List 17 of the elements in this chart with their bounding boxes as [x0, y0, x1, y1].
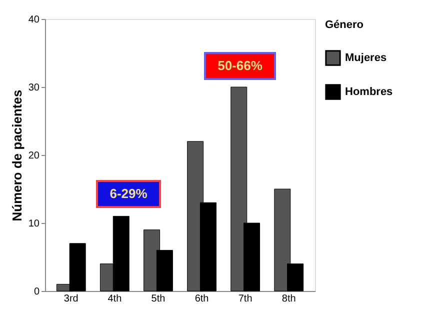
legend-title: Género [325, 19, 364, 31]
legend-label: Hombres [345, 86, 393, 98]
y-tick-label: 0 [34, 286, 40, 298]
x-tick-label: 6th [194, 294, 209, 304]
y-tick-label: 10 [28, 218, 40, 230]
x-tick-label: 7th [238, 294, 252, 304]
annotation: 6-29% [110, 186, 148, 201]
y-tick-label: 30 [28, 82, 40, 94]
y-axis-title: Número de pacientes [9, 90, 24, 222]
annotation: 50-66% [218, 58, 263, 73]
x-tick-label: 5th [151, 294, 166, 304]
legend-label: Mujeres [345, 52, 387, 64]
x-tick-label: 3rd [64, 294, 78, 304]
x-tick-label: 4th [108, 294, 122, 304]
y-tick-label: 20 [28, 150, 40, 162]
y-tick-label: 40 [28, 14, 40, 26]
x-tick-label: 8th [282, 294, 296, 304]
